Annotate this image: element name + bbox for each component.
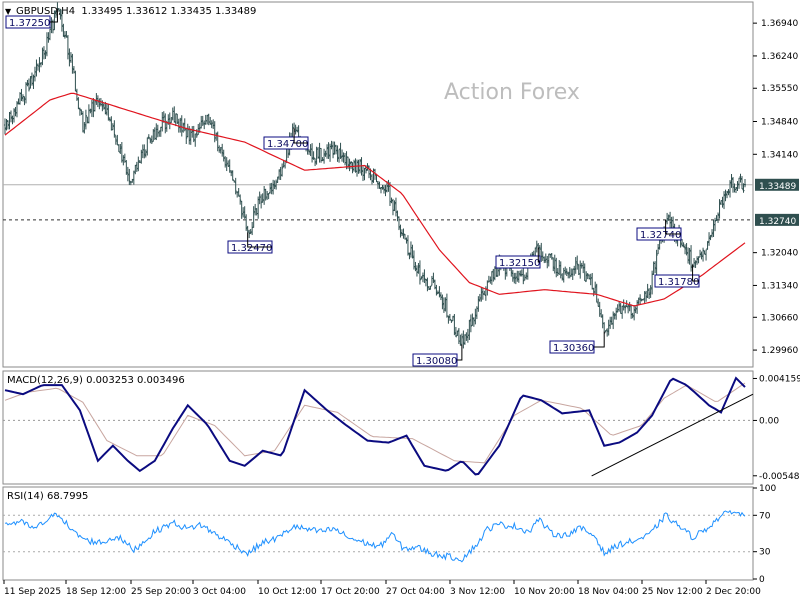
time-tick-label: 25 Nov 12:00	[642, 587, 703, 597]
rsi-tick-label: 0	[759, 575, 765, 585]
price-tick-label: 1.35550	[761, 84, 798, 94]
rsi-title: RSI(14) 68.7995	[7, 491, 88, 502]
swing-label-connector	[594, 331, 605, 348]
price-tick-label: 1.29960	[761, 346, 798, 356]
macd-trendline	[591, 393, 754, 477]
swing-label: 1.32470	[227, 232, 273, 254]
time-tick-label: 18 Sep 12:00	[66, 587, 126, 597]
swing-label-text: 1.30360	[553, 343, 594, 354]
time-tick-label: 3 Oct 04:00	[193, 587, 246, 597]
rsi-plot	[3, 509, 753, 563]
time-tick-label: 10 Nov 20:00	[514, 587, 575, 597]
swing-label-connector	[457, 344, 463, 361]
time-tick-label: 27 Oct 04:00	[386, 587, 445, 597]
macd-title: MACD(12,26,9) 0.003253 0.003496	[7, 375, 185, 386]
macd-axis: 0.004159 0.00 -0.005485	[753, 374, 800, 482]
swing-labels: 1.37250 1.34700 1.32470 1.30080 1.32150 1.303…	[5, 8, 700, 367]
macd-tick-label: 0.004159	[759, 374, 800, 384]
moving-average	[4, 92, 746, 307]
rsi-line	[4, 509, 746, 563]
price-tick-label: 1.36940	[761, 19, 798, 29]
price-axis: 1.36940 1.36240 1.35550 1.34840 1.34140 1.334…	[753, 19, 799, 356]
swing-label-text: 1.32740	[640, 230, 681, 241]
macd-line	[4, 376, 746, 476]
current-price-tag	[755, 178, 799, 191]
rsi-axis: 100 70 30 0	[753, 484, 776, 585]
chart-header: GBPUSD,H4 1.33495 1.33612 1.33435 1.3348…	[16, 6, 256, 17]
swing-label-text: 1.32150	[499, 258, 540, 269]
swing-label-text: 1.37250	[9, 18, 50, 29]
time-tick-label: 17 Oct 20:00	[321, 587, 380, 597]
time-tick-label: 18 Nov 04:00	[578, 587, 639, 597]
swing-label: 1.30360	[549, 331, 605, 354]
rsi-panel-frame	[2, 486, 754, 581]
price-tick-label: 1.34840	[761, 118, 798, 128]
swing-label-connector	[537, 247, 540, 263]
level-price-tag	[755, 213, 799, 226]
macd-tick-label: -0.005485	[759, 472, 800, 482]
macd-signal-line	[4, 382, 746, 464]
swing-label-connector	[692, 264, 699, 282]
price-tick-label: 1.31340	[761, 281, 798, 291]
menu-icon[interactable]: ▼	[5, 7, 12, 16]
watermark: Action Forex	[444, 80, 580, 105]
swing-label-text: 1.34700	[267, 139, 308, 150]
time-tick-label: 3 Nov 12:00	[450, 587, 505, 597]
swing-label-connector	[293, 128, 308, 144]
swing-label: 1.32150	[495, 247, 541, 269]
rsi-tick-label: 70	[759, 511, 771, 521]
price-tick-label: 1.36240	[761, 52, 798, 62]
swing-label-connector	[665, 219, 681, 235]
price-tick-label: 1.34140	[761, 150, 798, 160]
swing-label: 1.31780	[654, 264, 700, 288]
rsi-tick-label: 30	[759, 548, 771, 558]
price-tag-label: 1.32740	[759, 217, 796, 227]
time-tick-label: 11 Sep 2025	[4, 587, 61, 597]
swing-label-connector	[50, 8, 58, 23]
swing-label-text: 1.32470	[231, 243, 272, 254]
price-tag-label: 1.33489	[759, 182, 796, 192]
swing-label: 1.32740	[636, 219, 682, 241]
swing-label: 1.34700	[263, 128, 309, 150]
macd-tick-label: 0.00	[759, 416, 779, 426]
macd-plot	[3, 376, 754, 477]
candlesticks	[4, 2, 746, 349]
swing-label-connector	[247, 232, 272, 248]
swing-label: 1.37250	[5, 8, 58, 29]
swing-label-text: 1.30080	[416, 356, 457, 367]
ma-line	[4, 92, 746, 307]
time-axis: 11 Sep 2025 18 Sep 12:00 25 Sep 20:00 3 Oct…	[3, 580, 761, 597]
price-tick-label: 1.30660	[761, 313, 798, 323]
swing-label: 1.30080	[412, 344, 463, 367]
time-tick-label: 10 Oct 12:00	[258, 587, 317, 597]
macd-panel-frame	[2, 370, 754, 485]
time-tick-label: 25 Sep 20:00	[131, 587, 191, 597]
price-tick-label: 1.32040	[761, 249, 798, 259]
time-tick-label: 2 Dec 20:00	[706, 587, 761, 597]
rsi-tick-label: 100	[759, 484, 776, 494]
swing-label-text: 1.31780	[658, 277, 699, 288]
